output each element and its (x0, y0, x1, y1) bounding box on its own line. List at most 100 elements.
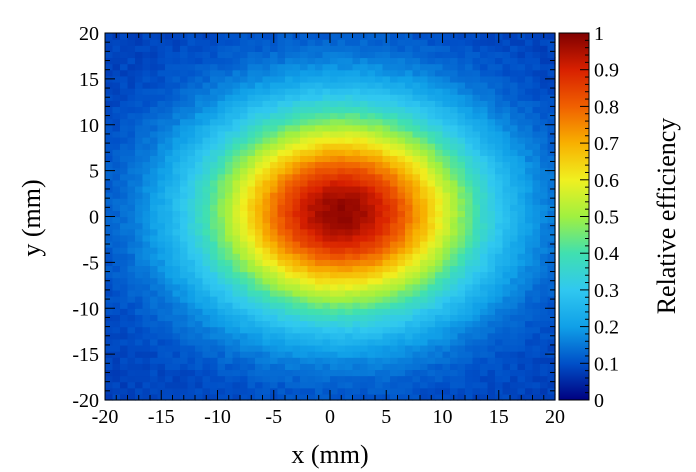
heatmap-cell (502, 326, 511, 334)
heatmap-cell (322, 130, 331, 138)
heatmap-cell (255, 51, 264, 59)
heatmap-cell (412, 381, 421, 389)
heatmap-cell (487, 332, 496, 340)
heatmap-cell (525, 124, 534, 132)
heatmap-cell (495, 375, 504, 383)
heatmap-cell (382, 173, 391, 181)
heatmap-cell (217, 192, 226, 199)
heatmap-cell (405, 210, 414, 218)
heatmap-cell (525, 332, 534, 340)
heatmap-cell (337, 94, 346, 101)
heatmap-cell (345, 369, 354, 377)
heatmap-cell (487, 375, 496, 383)
heatmap-cell (292, 143, 301, 150)
heatmap-cell (517, 247, 526, 254)
heatmap-cell (502, 130, 511, 138)
heatmap-cell (270, 192, 279, 199)
heatmap-cell (472, 106, 481, 114)
heatmap-cell (217, 234, 226, 242)
heatmap-cell (210, 228, 219, 236)
heatmap-cell (420, 363, 429, 371)
heatmap-cell (225, 240, 234, 248)
heatmap-cell (412, 326, 421, 334)
heatmap-cell (285, 57, 294, 65)
heatmap-cell (180, 57, 189, 65)
heatmap-cell (427, 192, 436, 199)
heatmap-cell (390, 222, 399, 230)
heatmap-cell (465, 228, 474, 236)
heatmap-cell (547, 143, 556, 150)
heatmap-cell (307, 88, 316, 95)
heatmap-cell (120, 222, 129, 230)
heatmap-cell (442, 271, 451, 279)
heatmap-cell (292, 173, 301, 181)
heatmap-cell (390, 393, 399, 401)
heatmap-cell (465, 387, 474, 395)
heatmap-cell (540, 210, 549, 218)
heatmap-cell (150, 124, 159, 132)
heatmap-cell (480, 149, 489, 156)
heatmap-cell (240, 271, 249, 279)
heatmap-cell (262, 33, 271, 40)
heatmap-cell (180, 185, 189, 193)
heatmap-cell (165, 149, 174, 156)
heatmap-cell (322, 338, 331, 346)
heatmap-cell (262, 57, 271, 65)
heatmap-cell (502, 210, 511, 218)
heatmap-cell (495, 240, 504, 248)
heatmap-cell (397, 185, 406, 193)
heatmap-cell (405, 296, 414, 303)
heatmap-cell (135, 381, 144, 389)
heatmap-cell (397, 277, 406, 285)
heatmap-cell (255, 247, 264, 254)
heatmap-cell (277, 63, 286, 71)
heatmap-cell (315, 216, 324, 224)
heatmap-cell (217, 173, 226, 181)
heatmap-cell (300, 234, 309, 242)
heatmap-cell (120, 302, 129, 309)
heatmap-cell (405, 381, 414, 389)
heatmap-cell (225, 179, 234, 187)
heatmap-cell (307, 81, 316, 89)
heatmap-cell (285, 88, 294, 95)
heatmap-cell (382, 51, 391, 59)
heatmap-cell (525, 222, 534, 230)
heatmap-cell (352, 124, 361, 132)
heatmap-cell (187, 344, 196, 352)
heatmap-cell (427, 271, 436, 279)
heatmap-cell (360, 277, 369, 285)
heatmap-cell (412, 308, 421, 315)
heatmap-cell (202, 381, 211, 389)
heatmap-cell (330, 198, 339, 205)
heatmap-cell (517, 271, 526, 279)
heatmap-cell (367, 112, 376, 120)
heatmap-cell (277, 33, 286, 40)
heatmap-cell (307, 198, 316, 205)
heatmap-cell (307, 69, 316, 77)
heatmap-cell (435, 387, 444, 395)
heatmap-cell (487, 167, 496, 175)
heatmap-cell (180, 351, 189, 358)
heatmap-cell (435, 136, 444, 144)
heatmap-cell (142, 45, 151, 52)
heatmap-cell (525, 161, 534, 169)
heatmap-cell (255, 33, 264, 40)
heatmap-cell (262, 136, 271, 144)
heatmap-cell (502, 173, 511, 181)
heatmap-cell (300, 344, 309, 352)
heatmap-cell (262, 369, 271, 377)
heatmap-cell (187, 228, 196, 236)
heatmap-cell (397, 332, 406, 340)
heatmap-cell (157, 271, 166, 279)
heatmap-cell (427, 253, 436, 260)
heatmap-cell (255, 63, 264, 71)
heatmap-cell (337, 143, 346, 150)
heatmap-cell (210, 143, 219, 150)
heatmap-cell (255, 271, 264, 279)
heatmap-cell (495, 198, 504, 205)
heatmap-cell (232, 149, 241, 156)
heatmap-cell (127, 363, 136, 371)
heatmap-cell (172, 39, 181, 46)
heatmap-cell (262, 173, 271, 181)
heatmap-cell (480, 69, 489, 77)
